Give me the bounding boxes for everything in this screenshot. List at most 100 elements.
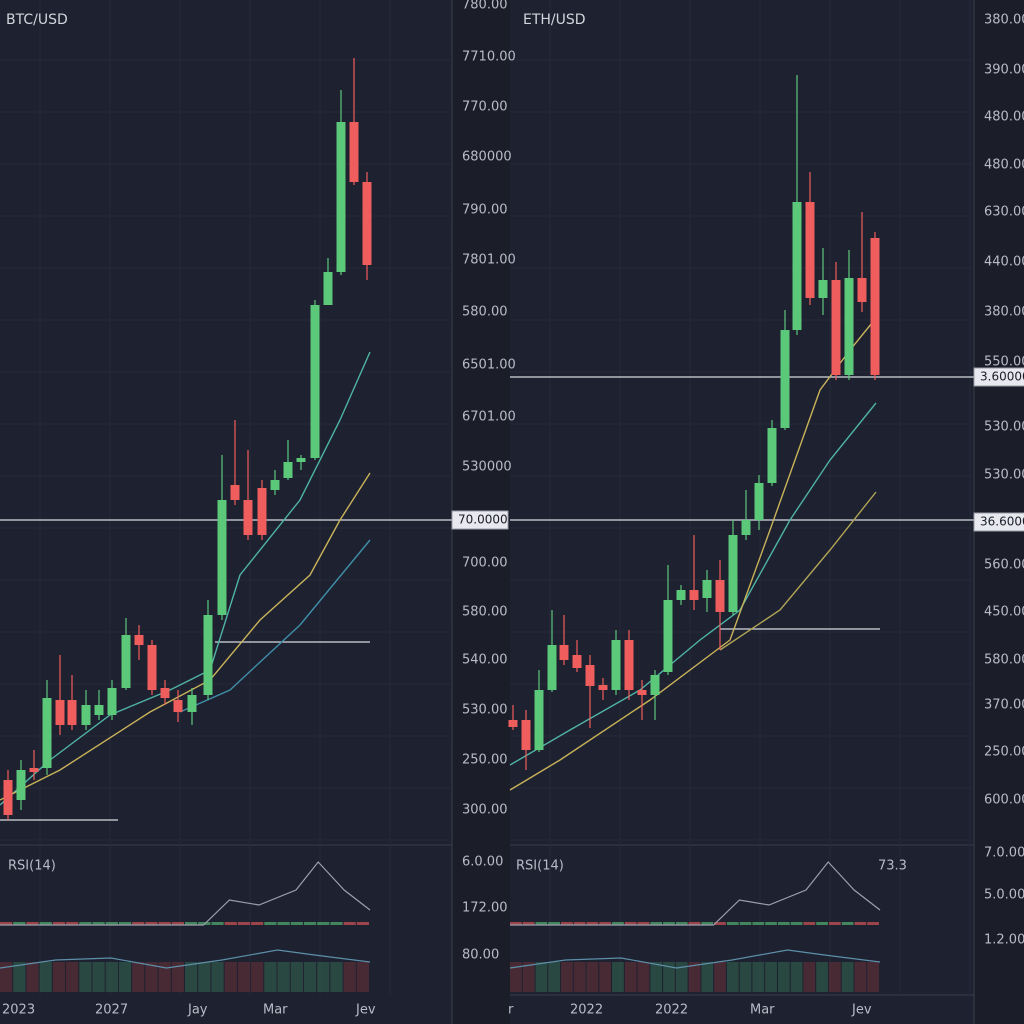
rsi-bar xyxy=(663,922,675,925)
candle-body xyxy=(16,770,26,800)
volume-bar xyxy=(816,962,828,992)
rsi-bar xyxy=(816,922,828,925)
rsi-bar xyxy=(290,922,303,925)
volume-bar xyxy=(79,962,92,992)
time-label: r xyxy=(508,1003,514,1018)
rsi-bar xyxy=(828,922,841,925)
candle-body xyxy=(611,640,621,690)
rsi-bar xyxy=(343,922,356,925)
volume-bar xyxy=(198,962,211,992)
candle-body xyxy=(217,500,227,615)
candle-body xyxy=(637,690,647,695)
rsi-value: 73.3 xyxy=(878,859,907,874)
candle-body xyxy=(818,280,828,298)
price-label: 7710.00 xyxy=(462,50,516,65)
volume-bar xyxy=(548,962,561,992)
rsi-bar xyxy=(303,922,317,925)
price-label: 580.00 xyxy=(462,605,508,620)
rsi-bar xyxy=(510,922,522,925)
time-label: Jev xyxy=(851,1003,872,1018)
candle-body xyxy=(767,428,777,483)
price-label: 530.00 xyxy=(984,420,1024,435)
rsi-bar xyxy=(854,922,867,925)
price-label: 770.00 xyxy=(462,100,508,115)
rsi-bar xyxy=(612,922,624,925)
candle-body xyxy=(121,635,131,688)
time-label: 2027 xyxy=(95,1003,128,1018)
rsi-bar xyxy=(132,922,145,925)
price-label: 580.00 xyxy=(984,653,1024,668)
candle-body xyxy=(323,272,333,305)
candle-body xyxy=(857,278,867,302)
volume-bar xyxy=(867,962,879,992)
volume-bar xyxy=(790,962,803,992)
candle-body xyxy=(598,685,608,690)
rsi-label: RSI(14) xyxy=(516,859,564,874)
price-label: 530.00 xyxy=(462,703,508,718)
volume-bar xyxy=(132,962,145,992)
rsi-bar xyxy=(185,922,198,925)
price-label: 300.00 xyxy=(462,803,508,818)
rsi-bar xyxy=(752,922,765,925)
volume-bar xyxy=(726,962,739,992)
volume-bar xyxy=(118,962,132,992)
candle-body xyxy=(147,645,157,690)
price-label: 380.00 xyxy=(984,305,1024,320)
time-label: Jev xyxy=(355,1003,376,1018)
candle-body xyxy=(283,462,293,478)
price-label: 370.00 xyxy=(984,698,1024,713)
candle-body xyxy=(3,780,13,815)
rsi-bar xyxy=(650,922,663,925)
time-label: 2022 xyxy=(655,1003,688,1018)
rsi-bar xyxy=(66,922,79,925)
rsi-bar xyxy=(26,922,39,925)
volume-bar xyxy=(637,962,650,992)
candle-body xyxy=(741,520,751,535)
volume-bar xyxy=(777,962,790,992)
volume-bar xyxy=(290,962,303,992)
price-badge-label: 70.0000 xyxy=(458,513,508,527)
rsi-bar xyxy=(637,922,650,925)
volume-bar xyxy=(39,962,52,992)
rsi-bar xyxy=(739,922,752,925)
rsi-bar xyxy=(535,922,548,925)
time-label: 2022 xyxy=(570,1003,603,1018)
price-label: 790.00 xyxy=(462,203,508,218)
candle-body xyxy=(728,535,738,612)
volume-bar xyxy=(739,962,752,992)
price-label: 480.00 xyxy=(984,110,1024,125)
rsi-bar xyxy=(330,922,343,925)
rsi-bar xyxy=(211,922,224,925)
rsi-bar xyxy=(573,922,586,925)
right-chart-area xyxy=(510,0,974,1024)
candle-body xyxy=(296,458,306,462)
volume-bar xyxy=(237,962,251,992)
price-label: 630.00 xyxy=(984,205,1024,220)
rsi-axis-label: 5.0.00 xyxy=(984,888,1024,903)
price-label: 380.00 xyxy=(984,13,1024,28)
rsi-axis-label: 1.2.00 xyxy=(984,933,1024,948)
rsi-bar xyxy=(867,922,879,925)
volume-bar xyxy=(277,962,290,992)
price-label: 450.00 xyxy=(984,605,1024,620)
rsi-bar xyxy=(688,922,701,925)
rsi-bar xyxy=(726,922,739,925)
rsi-bar xyxy=(171,922,184,925)
candle-body xyxy=(336,122,346,272)
rsi-bar xyxy=(237,922,251,925)
volume-bar xyxy=(573,962,586,992)
volume-bar xyxy=(650,962,663,992)
candle-body xyxy=(508,720,518,727)
volume-bar xyxy=(701,962,714,992)
volume-bar xyxy=(624,962,637,992)
rsi-line xyxy=(510,861,881,926)
candle-body xyxy=(547,645,557,690)
candle-body xyxy=(107,688,117,715)
moving-average xyxy=(719,491,877,651)
volume-bar xyxy=(171,962,184,992)
moving-average xyxy=(179,539,371,713)
rsi-axis-label: 172.00 xyxy=(462,901,508,916)
candle-body xyxy=(754,483,764,520)
price-badge xyxy=(973,367,1024,387)
candle-body xyxy=(42,698,52,768)
